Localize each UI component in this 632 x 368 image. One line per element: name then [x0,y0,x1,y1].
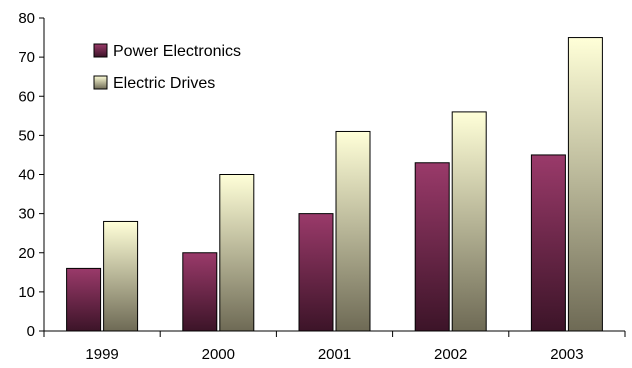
y-tick-label: 70 [18,49,35,66]
y-tick-label: 10 [18,284,35,301]
x-tick-label: 2001 [318,346,351,363]
bar-electric-drives [219,174,255,332]
legend-label-power-electronics: Power Electronics [113,43,241,60]
bar-electric-drives [103,220,139,332]
y-tick-label: 40 [18,167,35,184]
y-tick-label: 60 [18,88,35,105]
bar-power-electronics [298,213,334,332]
legend-swatch-power-electronics [93,43,108,58]
legend: Power Electronics Electric Drives [93,43,241,92]
y-tick-label: 0 [27,323,35,340]
bar-power-electronics [530,154,566,332]
bar-power-electronics [414,162,450,332]
bars [66,37,603,332]
y-tick-label: 80 [18,10,35,27]
y-tick-label: 50 [18,127,35,144]
x-tick-label: 2002 [434,346,467,363]
bar-electric-drives [335,130,371,332]
bar-electric-drives [567,37,603,332]
legend-swatch-electric-drives [93,75,108,90]
axes: 0 10 20 30 40 50 60 70 80 1999 2000 2001 2002 2003 [18,10,626,363]
x-tick-label: 1999 [85,346,118,363]
bar-electric-drives [451,111,487,332]
bar-power-electronics [182,252,218,332]
y-tick-label: 20 [18,245,35,262]
x-tick-label: 2000 [202,346,235,363]
legend-label-electric-drives: Electric Drives [113,75,215,92]
x-tick-label: 2003 [550,346,583,363]
bar-power-electronics [66,267,102,332]
y-tick-label: 30 [18,206,35,223]
